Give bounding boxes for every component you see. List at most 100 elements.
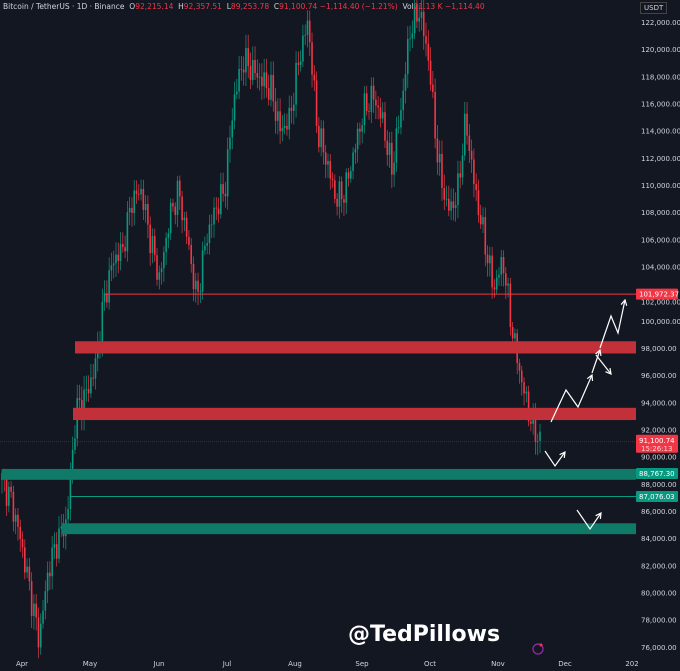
candle-body: [468, 135, 471, 151]
candle-body: [194, 280, 197, 290]
candle-body: [270, 74, 272, 100]
candle-body: [345, 172, 348, 203]
candle-body: [30, 581, 33, 616]
candle-body: [110, 265, 113, 271]
change-value: −1,114.40 (−1.21%): [319, 2, 398, 11]
candle-body: [368, 111, 370, 112]
candle-body: [306, 20, 309, 35]
price-label-bg: [636, 288, 678, 300]
price-label-bg: [636, 490, 678, 502]
candle-body: [53, 544, 56, 548]
candle-body: [226, 149, 229, 197]
candle-body: [263, 72, 265, 87]
candle-body: [192, 263, 195, 290]
arrow-head-icon: [620, 298, 628, 306]
candle-body: [429, 60, 432, 85]
volume-value: 21.13 K: [413, 2, 443, 11]
candle-body: [343, 199, 345, 203]
candle-body: [176, 180, 179, 215]
candle-body: [279, 111, 281, 132]
currency-selector[interactable]: USDT: [640, 2, 668, 14]
candle-body: [199, 291, 202, 293]
y-tick-label: 88,000.00: [641, 481, 677, 489]
candle-body: [498, 274, 500, 278]
candle-body: [224, 193, 227, 197]
candle-body: [33, 603, 35, 616]
candle-body: [331, 178, 334, 181]
candle-body: [466, 113, 468, 136]
candle-body: [204, 245, 206, 251]
y-tick-label: 80,000.00: [641, 590, 677, 598]
candle-body: [518, 362, 521, 371]
candle-body: [236, 91, 238, 95]
candle-body: [349, 170, 352, 179]
candle-body: [416, 4, 418, 22]
candle-body: [502, 256, 505, 274]
candle-body: [454, 204, 457, 209]
lightning-icon: [532, 643, 544, 655]
candle-body: [356, 128, 359, 150]
x-tick-label: Nov: [491, 660, 505, 668]
candle-body: [411, 33, 414, 39]
candle-body: [179, 180, 181, 197]
candle-body: [251, 59, 254, 80]
candle-body: [484, 217, 487, 255]
y-tick-label: 122,000.00: [641, 19, 680, 27]
candle-body: [122, 244, 124, 248]
candle-body: [258, 76, 261, 78]
candle-body: [283, 125, 286, 128]
candle-body: [482, 217, 484, 225]
candle-body: [395, 128, 398, 163]
candle-body: [391, 142, 393, 175]
candle-body: [267, 88, 270, 100]
candle-body: [185, 217, 188, 237]
candle-body: [117, 254, 120, 261]
candle-body: [108, 270, 110, 303]
candle-body: [140, 188, 142, 195]
candle-body: [71, 449, 74, 476]
projection-arrow: [544, 450, 566, 468]
candle-body: [249, 65, 252, 80]
candle-body: [229, 137, 231, 150]
candle-body: [158, 272, 161, 280]
candle-body: [441, 153, 443, 189]
candle-body: [188, 236, 190, 246]
candle-body: [245, 48, 247, 73]
y-tick-label: 78,000.00: [641, 617, 677, 625]
candle-body: [297, 62, 300, 65]
y-tick-label: 98,000.00: [641, 345, 677, 353]
candle-body: [167, 233, 170, 238]
candle-body: [384, 112, 386, 141]
candle-body: [329, 160, 332, 179]
candle-body: [135, 190, 138, 195]
candle-body: [35, 603, 37, 618]
candle-body: [210, 224, 213, 226]
price-label: 87,076.03: [639, 493, 675, 501]
candle-body: [315, 80, 318, 126]
candle-body: [539, 431, 541, 441]
candle-body: [324, 152, 327, 165]
candle-body: [87, 389, 90, 394]
y-tick-label: 100,000.00: [641, 318, 680, 326]
candle-body: [261, 76, 263, 87]
candle-body: [475, 184, 477, 191]
candle-body: [452, 201, 455, 209]
candle-body: [493, 287, 496, 290]
candle-body: [103, 293, 106, 302]
candle-body: [28, 566, 31, 582]
candle-body: [142, 188, 145, 210]
candle-body: [174, 206, 177, 215]
candle-body: [450, 201, 452, 211]
projection-arrow: [576, 509, 602, 531]
symbol-name[interactable]: Bitcoin / TetherUS · 1D · Binance: [3, 2, 125, 11]
candle-body: [379, 107, 382, 119]
candle-body: [448, 198, 450, 211]
candle-body: [427, 43, 430, 61]
candle-body: [500, 256, 503, 275]
candle-body: [153, 236, 156, 256]
candle-body: [5, 478, 8, 506]
last-price-label: 91,100.74: [639, 437, 675, 445]
candle-body: [322, 128, 325, 153]
projection-arrow: [595, 354, 612, 375]
